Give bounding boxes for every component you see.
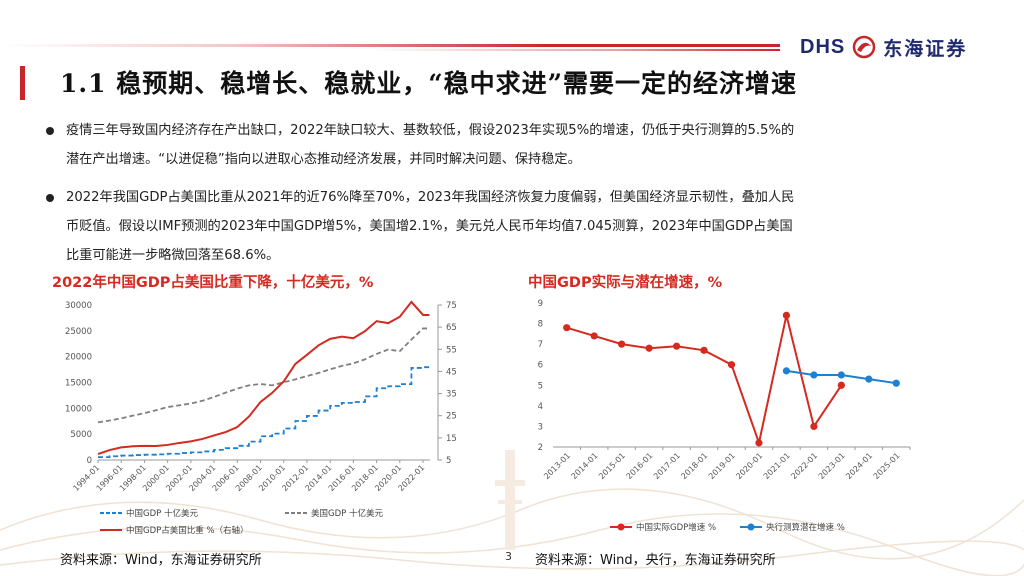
series-0-point <box>837 381 845 389</box>
series-line-1 <box>97 327 430 424</box>
series-0-point <box>618 340 626 348</box>
y-tick-label: 9 <box>538 299 543 309</box>
y-tick-label: 2 <box>538 443 543 453</box>
legend-label-1: 美国GDP 十亿美元 <box>311 508 383 519</box>
background-decoration <box>0 450 1024 576</box>
series-1-point <box>782 367 791 375</box>
series-0-point <box>700 346 708 354</box>
logo-text: DHS <box>800 35 846 58</box>
series-1-point <box>837 371 845 379</box>
logo-chinese-name: 东海证券 <box>883 37 968 60</box>
x-tick-label: 2021-01 <box>762 451 792 481</box>
source-note-2: 资料来源：Wind，央行，东海证券研究所 <box>535 553 776 568</box>
company-logo: DHS 东海证券 <box>800 32 967 62</box>
bullet-dot <box>46 194 54 202</box>
series-line-0 <box>98 366 430 459</box>
series-1-point <box>865 375 873 383</box>
y-left-tick-label: 5000 <box>70 430 92 440</box>
chart-1-gdp-comparison: 0 5000 10000 15000 20000 25000 30000 5 15 25 35 45 5… <box>65 300 457 536</box>
y-left-tick-label: 20000 <box>65 353 92 363</box>
y-right-tick-label: 65 <box>446 323 457 333</box>
header-rule-secondary <box>370 49 780 51</box>
title-accent-bar <box>20 66 25 100</box>
y-right-tick-label: 15 <box>446 434 457 444</box>
bullet-line: 2022年我国GDP占美国比重从2021年的近76%降至70%，2023年我国经… <box>66 190 795 205</box>
logo-swirl-icon <box>852 35 876 59</box>
y-right-tick-label: 5 <box>446 456 451 466</box>
page-title: 1.1 稳预期、稳增长、稳就业，“稳中求进”需要一定的经济增速 <box>60 69 797 98</box>
x-tick-label: 2016-01 <box>625 451 655 481</box>
chart-1-title: 2022年中国GDP占美国比重下降，十亿美元，% <box>52 275 374 291</box>
x-tick-label: 2019-01 <box>707 451 737 481</box>
series-0-point <box>645 344 653 352</box>
bullet-paragraph-1: 疫情三年导致国内经济存在产出缺口，2022年缺口较大、基数较低，假设2023年实… <box>46 116 966 174</box>
x-tick-label: 2020-01 <box>734 451 764 481</box>
page-number: 3 <box>505 550 512 563</box>
x-tick-label: 2023-01 <box>817 451 847 481</box>
chart-2-growth-rates: 2 3 4 5 6 7 8 9 2013-012014-012015-012016-012017… <box>538 299 911 533</box>
y-tick-label: 7 <box>538 340 543 350</box>
y-left-tick-label: 15000 <box>65 379 92 389</box>
bullet-line: 潜在产出增速。“以进促稳”指向以进取心态推动经济发展，并同时解决问题、保持稳定。 <box>66 152 581 167</box>
series-0-point <box>590 332 598 340</box>
bullet-paragraph-2: 2022年我国GDP占美国比重从2021年的近76%降至70%，2023年我国经… <box>46 183 966 270</box>
x-tick-label: 2013-01 <box>542 451 572 481</box>
y-tick-label: 4 <box>538 402 543 412</box>
series-0-point <box>727 361 736 369</box>
bullet-dot <box>46 127 54 135</box>
y-right-tick-label: 25 <box>446 412 457 422</box>
x-tick-label: 2024-01 <box>844 451 874 481</box>
series-0-point <box>563 324 571 332</box>
series-1-point <box>892 379 900 387</box>
source-note-1: 资料来源：Wind，东海证券研究所 <box>60 553 262 568</box>
x-tick-label: 2014-01 <box>570 451 600 481</box>
series-line-2 <box>97 300 430 455</box>
legend-marker-0 <box>617 523 625 531</box>
legend-label-2: 中国GDP占美国比重 %（右轴） <box>126 525 249 536</box>
y-tick-label: 8 <box>538 320 543 330</box>
series-line-0 <box>566 315 843 447</box>
series-0-point <box>755 439 763 447</box>
legend-label-0: 中国GDP 十亿美元 <box>126 508 198 519</box>
series-0-point <box>782 311 791 319</box>
bullet-line: 币贬值。假设以IMF预测的2023年中国GDP增5%，美国增2.1%，美元兑人民… <box>66 219 793 234</box>
y-tick-label: 3 <box>538 422 543 432</box>
y-left-tick-label: 0 <box>87 456 92 466</box>
y-tick-label: 6 <box>538 361 543 371</box>
y-right-tick-label: 55 <box>446 345 457 355</box>
legend-label-0: 中国实际GDP增速 % <box>636 522 716 533</box>
x-tick-label: 2017-01 <box>652 451 682 481</box>
y-right-tick-label: 45 <box>446 367 457 377</box>
y-left-tick-label: 30000 <box>65 301 92 311</box>
x-tick-label: 2025-01 <box>872 451 902 481</box>
header-rule <box>0 44 780 47</box>
bullet-line: 比重可能进一步略微回落至68.6%。 <box>66 248 280 263</box>
y-right-tick-label: 75 <box>446 301 457 311</box>
legend-label-1: 央行测算潜在增速 % <box>766 522 845 533</box>
series-0-point <box>672 342 681 350</box>
chart-2-title: 中国GDP实际与潜在增速，% <box>528 275 723 291</box>
series-1-point <box>810 371 818 379</box>
x-tick-label: 2022-01 <box>789 451 819 481</box>
x-tick-label: 2018-01 <box>679 451 709 481</box>
y-right-tick-label: 35 <box>446 390 457 400</box>
series-0-point <box>810 422 818 431</box>
y-left-tick-label: 10000 <box>65 404 92 414</box>
y-left-tick-label: 25000 <box>65 327 92 337</box>
legend-marker-1 <box>747 523 755 531</box>
y-tick-label: 5 <box>538 381 543 391</box>
x-tick-label: 2015-01 <box>597 451 627 481</box>
bullet-line: 疫情三年导致国内经济存在产出缺口，2022年缺口较大、基数较低，假设2023年实… <box>66 123 795 138</box>
